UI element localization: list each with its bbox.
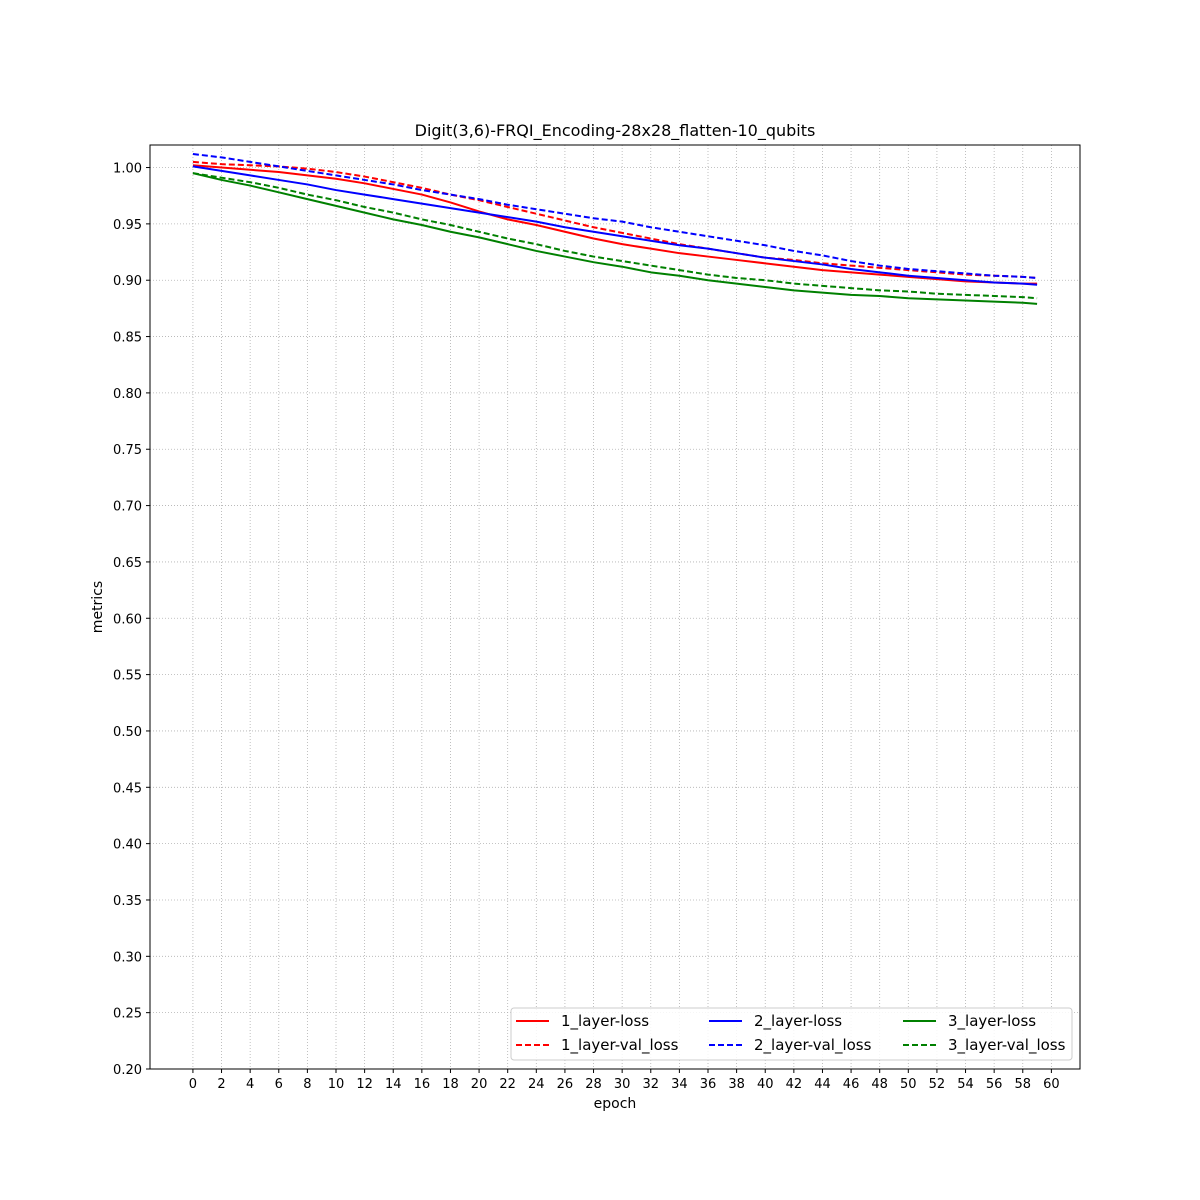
x-tick-label: 24 [528, 1077, 545, 1092]
legend-label: 1_layer-loss [561, 1012, 649, 1031]
x-tick-label: 50 [900, 1077, 917, 1092]
legend-label: 3_layer-loss [948, 1012, 1036, 1031]
y-tick-label: 0.45 [113, 781, 142, 796]
y-tick-label: 0.95 [113, 218, 142, 233]
legend-label: 2_layer-val_loss [754, 1036, 872, 1055]
legend-label: 1_layer-val_loss [561, 1036, 679, 1055]
x-tick-label: 28 [585, 1077, 602, 1092]
x-tick-label: 38 [728, 1077, 745, 1092]
x-tick-label: 12 [356, 1077, 373, 1092]
x-tick-label: 2 [217, 1077, 225, 1092]
y-tick-label: 0.30 [113, 950, 142, 965]
y-tick-label: 0.25 [113, 1007, 142, 1022]
x-tick-label: 36 [700, 1077, 717, 1092]
chart-title: Digit(3,6)-FRQI_Encoding-28x28_flatten-1… [415, 121, 816, 141]
series-line-1_layer-loss [192, 164, 1038, 285]
y-tick-label: 0.40 [113, 838, 142, 853]
x-tick-label: 48 [871, 1077, 888, 1092]
y-tick-label: 0.80 [113, 387, 142, 402]
x-tick-label: 8 [303, 1077, 311, 1092]
x-tick-label: 30 [614, 1077, 631, 1092]
x-tick-label: 0 [189, 1077, 197, 1092]
y-tick-label: 0.50 [113, 725, 142, 740]
x-tick-label: 4 [246, 1077, 254, 1092]
series-line-3_layer-val_loss [192, 172, 1038, 300]
x-tick-label: 16 [414, 1077, 431, 1092]
y-tick-label: 0.70 [113, 500, 142, 515]
x-tick-label: 34 [671, 1077, 688, 1092]
x-axis-label: epoch [594, 1096, 637, 1112]
x-tick-label: 22 [499, 1077, 516, 1092]
x-tick-label: 20 [471, 1077, 488, 1092]
x-tick-label: 52 [929, 1077, 946, 1092]
series-line-1_layer-val_loss [192, 160, 1038, 279]
y-tick-label: 0.60 [113, 612, 142, 627]
x-tick-label: 26 [557, 1077, 574, 1092]
x-tick-label: 54 [957, 1077, 974, 1092]
x-axis-ticks: 0 2 4 6 8 10 12 14 16 18 20 22 24 26 28 30 32 34 36 38 40 42 4… [189, 1069, 1060, 1092]
y-tick-label: 0.85 [113, 331, 142, 346]
series-group [192, 153, 1038, 305]
plot-frame [149, 144, 1081, 1070]
x-tick-label: 46 [843, 1077, 860, 1092]
x-tick-label: 56 [986, 1077, 1003, 1092]
y-tick-label: 1.00 [113, 162, 142, 177]
y-tick-label: 0.55 [113, 669, 142, 684]
y-tick-label: 0.65 [113, 556, 142, 571]
x-tick-label: 58 [1014, 1077, 1031, 1092]
legend-label: 3_layer-val_loss [948, 1036, 1066, 1055]
y-axis-ticks: 0.20 0.25 0.30 0.35 0.40 0.45 0.50 0.55 0.60 0.65… [113, 162, 150, 1078]
series-line-2_layer-loss [192, 165, 1038, 286]
series-line-2_layer-val_loss [192, 153, 1038, 279]
legend: 1_layer-loss 1_layer-val_loss 2_layer-loss… [510, 1007, 1073, 1061]
x-tick-label: 44 [814, 1077, 831, 1092]
y-axis-label: metrics [90, 581, 106, 633]
x-tick-label: 14 [385, 1077, 402, 1092]
series-line-3_layer-loss [192, 172, 1038, 305]
x-tick-label: 42 [786, 1077, 803, 1092]
x-tick-label: 60 [1043, 1077, 1060, 1092]
y-tick-label: 0.20 [113, 1063, 142, 1078]
x-tick-label: 6 [275, 1077, 283, 1092]
legend-label: 2_layer-loss [754, 1012, 842, 1031]
x-tick-label: 32 [642, 1077, 659, 1092]
y-tick-label: 0.35 [113, 894, 142, 909]
y-tick-label: 0.90 [113, 274, 142, 289]
x-tick-label: 18 [442, 1077, 459, 1092]
x-tick-label: 10 [328, 1077, 345, 1092]
x-tick-label: 40 [757, 1077, 774, 1092]
y-tick-label: 0.75 [113, 443, 142, 458]
